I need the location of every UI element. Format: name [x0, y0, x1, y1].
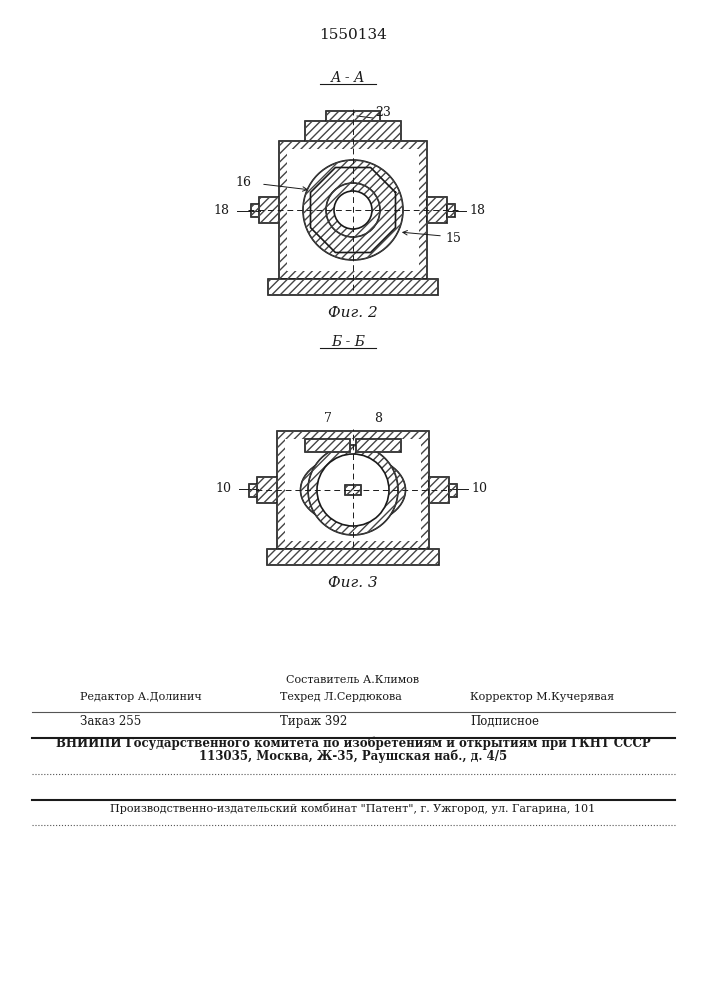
Circle shape	[334, 191, 372, 229]
Text: Подписное: Подписное	[470, 715, 539, 728]
Text: 15: 15	[445, 232, 461, 244]
Bar	[326, 111, 380, 121]
Bar	[267, 549, 439, 565]
Bar	[429, 477, 449, 503]
Ellipse shape	[317, 454, 389, 526]
Text: 23: 23	[375, 106, 391, 119]
Ellipse shape	[308, 445, 398, 535]
Bar	[447, 204, 455, 217]
Text: Фиг. 2: Фиг. 2	[328, 306, 378, 320]
Bar	[305, 438, 350, 452]
Bar	[449, 484, 457, 497]
Text: 7: 7	[324, 412, 332, 424]
Text: Производственно-издательский комбинат "Патент", г. Ужгород, ул. Гагарина, 101: Производственно-издательский комбинат "П…	[110, 803, 595, 814]
Bar	[268, 279, 438, 295]
Bar	[267, 549, 439, 565]
Bar	[277, 431, 429, 549]
Bar	[305, 438, 350, 452]
Text: Тираж 392: Тираж 392	[280, 715, 347, 728]
Bar	[427, 197, 447, 223]
Text: 113035, Москва, Ж-35, Раушская наб., д. 4/5: 113035, Москва, Ж-35, Раушская наб., д. …	[199, 750, 507, 763]
Text: 10: 10	[215, 483, 231, 495]
Bar	[287, 149, 419, 271]
Text: Корректор М.Кучерявая: Корректор М.Кучерявая	[470, 692, 614, 702]
Bar	[305, 121, 401, 141]
Bar	[257, 477, 277, 503]
Bar	[259, 197, 279, 223]
Bar	[305, 121, 401, 141]
Bar	[326, 111, 380, 121]
Bar	[427, 197, 447, 223]
Bar	[356, 438, 401, 452]
Bar	[429, 477, 449, 503]
Text: Редактор А.Долинич: Редактор А.Долинич	[80, 692, 201, 702]
Text: 10: 10	[471, 483, 487, 495]
Bar	[447, 204, 455, 217]
Text: 8: 8	[375, 412, 382, 424]
Ellipse shape	[300, 455, 406, 525]
Text: А - А: А - А	[331, 71, 366, 85]
Circle shape	[326, 183, 380, 237]
Bar	[345, 485, 361, 495]
Bar	[259, 197, 279, 223]
Text: ВНИИПИ Государственного комитета по изобретениям и открытиям при ГКНТ СССР: ВНИИПИ Государственного комитета по изоб…	[56, 736, 650, 750]
Bar	[251, 204, 259, 217]
Bar	[356, 438, 401, 452]
Bar	[277, 431, 429, 549]
Bar	[279, 141, 427, 279]
Text: 16: 16	[235, 176, 251, 188]
Bar	[249, 484, 257, 497]
Bar	[268, 279, 438, 295]
Text: Заказ 255: Заказ 255	[80, 715, 141, 728]
Bar	[249, 484, 257, 497]
Bar	[285, 439, 421, 541]
Circle shape	[303, 160, 403, 260]
Text: Фиг. 3: Фиг. 3	[328, 576, 378, 590]
Text: 18: 18	[213, 205, 229, 218]
Text: 1550134: 1550134	[319, 28, 387, 42]
Bar	[449, 484, 457, 497]
Bar	[251, 204, 259, 217]
Text: 18: 18	[469, 205, 485, 218]
Text: Составитель А.Климов: Составитель А.Климов	[286, 675, 419, 685]
Bar	[345, 485, 361, 495]
Text: Техред Л.Сердюкова: Техред Л.Сердюкова	[280, 692, 402, 702]
Bar	[257, 477, 277, 503]
Bar	[279, 141, 427, 279]
Text: Б - Б: Б - Б	[331, 335, 365, 349]
